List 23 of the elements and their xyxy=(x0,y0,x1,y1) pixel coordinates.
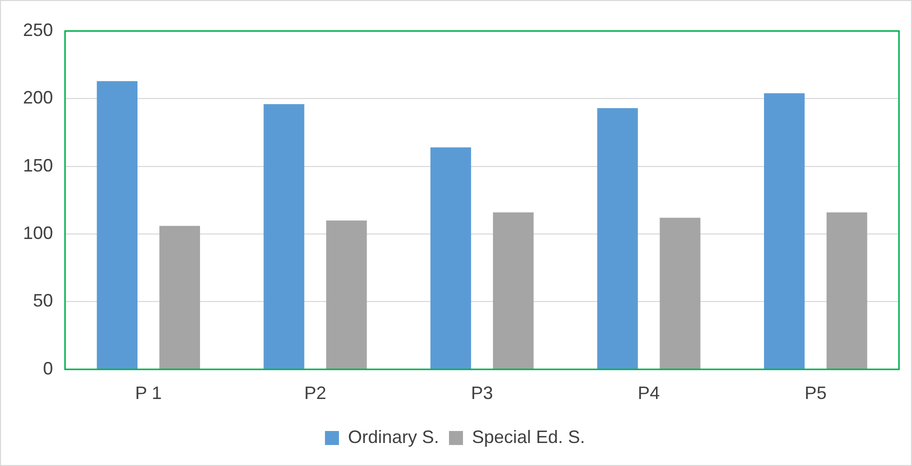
y-tick-label: 250 xyxy=(22,20,54,40)
bar xyxy=(764,93,805,369)
bar xyxy=(597,108,638,369)
y-tick-label: 0 xyxy=(43,358,54,378)
y-tick-label: 100 xyxy=(22,223,54,244)
x-tick-label: P 1 xyxy=(135,383,162,404)
bar xyxy=(660,218,700,369)
legend-label: Special Ed. S. xyxy=(472,426,586,447)
bar xyxy=(159,226,200,369)
x-tick-label: P3 xyxy=(471,383,494,404)
bar xyxy=(492,212,534,369)
y-tick-label: 50 xyxy=(33,290,54,311)
y-tick-label: 200 xyxy=(22,88,54,108)
bar xyxy=(430,147,472,369)
x-tick-label: P5 xyxy=(804,383,827,404)
x-tick-label: P4 xyxy=(638,383,660,404)
bar xyxy=(96,81,138,369)
x-tick-label: P2 xyxy=(304,383,326,404)
bar xyxy=(264,104,304,369)
legend-label: Ordinary S. xyxy=(348,426,439,447)
bar xyxy=(326,220,367,369)
bar xyxy=(826,212,868,369)
y-tick-label: 150 xyxy=(22,155,54,176)
